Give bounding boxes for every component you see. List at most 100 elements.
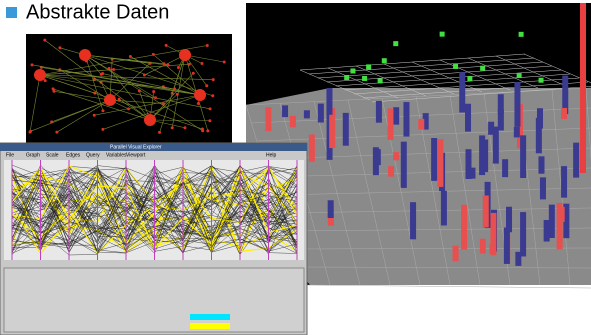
blue-bar [561, 166, 567, 198]
slide: Abstrakte Daten Parallel Visual Explorer… [0, 0, 591, 335]
node [101, 128, 104, 131]
node [206, 44, 209, 47]
red-bar [561, 108, 567, 119]
blue-bar [326, 88, 332, 115]
red-bar [265, 107, 271, 131]
blue-bar [540, 177, 546, 199]
green-box [480, 66, 485, 71]
blue-bar [410, 202, 416, 239]
blue-bar [544, 220, 550, 242]
hub [179, 49, 191, 61]
node [154, 96, 157, 99]
blue-bar [465, 149, 471, 179]
green-box [362, 76, 367, 81]
node [165, 44, 168, 47]
node [177, 66, 180, 69]
blue-bar [482, 140, 488, 173]
blue-bar [573, 143, 579, 178]
window-title: Parallel Visual Explorer [110, 144, 162, 150]
hub [104, 94, 116, 106]
red-bar [437, 139, 443, 187]
node [118, 98, 121, 101]
node [129, 55, 132, 58]
menu-item: Edges [66, 152, 81, 158]
blue-bar [520, 212, 526, 256]
node [108, 67, 111, 70]
blue-bar [343, 113, 349, 146]
node [112, 68, 115, 71]
blue-bar [401, 142, 407, 188]
node [212, 78, 215, 81]
node [58, 46, 61, 49]
node [93, 114, 96, 117]
node [206, 129, 209, 132]
node [143, 74, 146, 77]
controls [4, 268, 304, 332]
menu-item: File [6, 152, 14, 158]
blue-bar [498, 109, 504, 130]
node [44, 79, 47, 82]
hub [194, 89, 206, 101]
node [29, 130, 32, 133]
node [52, 87, 55, 90]
red-bar [388, 166, 394, 176]
blue-bar [537, 108, 543, 128]
blue-bar [465, 104, 471, 132]
node [209, 107, 212, 110]
node [127, 107, 130, 110]
hub [79, 49, 91, 61]
blue-bar [441, 191, 447, 226]
tall-bar [580, 3, 586, 173]
green-box [366, 64, 371, 69]
slide-title: Abstrakte Daten [26, 1, 169, 23]
red-bar [557, 203, 563, 249]
blue-bar [459, 72, 465, 112]
menu-item: Viewport [126, 152, 146, 158]
node [173, 87, 176, 90]
blue-bar [488, 122, 494, 135]
green-box [378, 78, 383, 83]
swatch [190, 323, 230, 329]
blue-bar [282, 105, 288, 117]
node [197, 102, 200, 105]
hub [34, 69, 46, 81]
blue-bar [520, 135, 526, 178]
green-box [519, 32, 524, 37]
blue-bar [328, 200, 334, 218]
node [152, 90, 155, 93]
red-bar [387, 108, 393, 140]
blue-bar [538, 156, 544, 173]
node [163, 62, 166, 65]
green-box [344, 75, 349, 80]
menu-item: Graph [26, 152, 40, 158]
red-bar [453, 246, 459, 262]
blue-bar [304, 110, 310, 118]
menu-item: Scale [46, 152, 59, 158]
node [192, 72, 195, 75]
node [223, 61, 226, 64]
red-bar [483, 195, 489, 227]
page: Abstrakte Daten Parallel Visual Explorer… [0, 0, 591, 335]
blue-bar [376, 101, 382, 123]
node [152, 53, 155, 56]
blue-bar [393, 107, 399, 124]
swatch [190, 314, 230, 320]
blue-bar [514, 127, 520, 138]
blue-bar [375, 149, 381, 165]
node [101, 109, 104, 112]
green-box [440, 32, 445, 37]
red-bar [461, 205, 467, 250]
green-box [382, 58, 387, 63]
menu-item: Query [86, 152, 100, 158]
blue-bar [549, 205, 555, 238]
node [201, 129, 204, 132]
menu-item: Help [266, 152, 277, 158]
bullet [6, 7, 17, 18]
blue-bar [514, 82, 520, 127]
node [183, 126, 186, 129]
node [208, 119, 211, 122]
blue-bar [502, 159, 508, 177]
node [100, 73, 103, 76]
blue-bar [504, 227, 510, 263]
node [211, 94, 214, 97]
